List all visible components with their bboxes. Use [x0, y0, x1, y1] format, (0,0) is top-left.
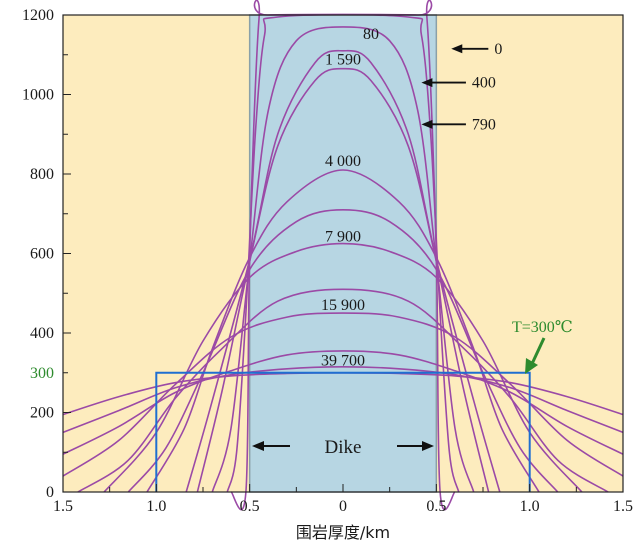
dike-zone: [248, 14, 438, 493]
arrow-label-0: 0: [494, 41, 502, 58]
dike-right-arrow-head: [422, 441, 434, 451]
y-tick-label-1000: 1000: [22, 87, 54, 104]
curve-unlabeled-12: [127, 208, 559, 493]
curve-unlabeled-11: [77, 288, 609, 493]
dike-annotation: Dike: [252, 437, 434, 458]
curve-15900: [62, 312, 624, 477]
curve-label-39700: 39 700: [321, 353, 365, 370]
y-tick-label-200: 200: [30, 405, 54, 422]
curve-labels: 801 590 4 000 7 900 15 900 39 700: [321, 26, 379, 370]
y-tick-label-1200: 1200: [22, 7, 54, 24]
threshold-arrow-shaft: [529, 337, 546, 367]
x-tick-label-2: 0.5: [240, 498, 260, 515]
curve-790: [185, 49, 501, 493]
arrow-head-790: [421, 119, 433, 129]
arrow-label-790: 790: [472, 116, 496, 133]
curve-label-1590: 1 590: [325, 52, 361, 69]
x-tick-label-6: 1.5: [613, 498, 633, 515]
arrow-label-400: 400: [472, 75, 496, 92]
curve-label-7900: 7 900: [325, 229, 361, 246]
x-tick-label-5: 1.0: [520, 498, 540, 515]
curve-1590: [196, 67, 490, 493]
x-tick-label-0: 1.5: [53, 498, 73, 515]
curve-400: [211, 26, 475, 493]
curve-4000: [146, 169, 540, 493]
threshold-annotation: T=300℃: [512, 319, 573, 374]
threshold-300-box: [155, 371, 531, 492]
x-tick-label-4: 0.5: [426, 498, 446, 515]
curve-7900: [103, 242, 583, 493]
y-tick-label-600: 600: [30, 246, 54, 263]
arrow-head-400: [421, 78, 433, 88]
dike-label: Dike: [325, 437, 362, 458]
y-tick-label-300: 300: [30, 365, 54, 382]
x-axis-label: 围岩厚度/km: [296, 523, 390, 542]
x-tick-label-1: 1.0: [146, 498, 166, 515]
curve-label-4000: 4 000: [325, 153, 361, 170]
arrow-annotations: 0 400 790: [421, 41, 502, 133]
threshold-label: T=300℃: [512, 319, 573, 336]
arrow-head-0: [451, 44, 463, 54]
x-axis: 1.5 1.0 0.5 0 0.5 1.0 1.5: [53, 484, 633, 515]
y-tick-label-400: 400: [30, 325, 54, 342]
curve-unlabeled-9: [62, 365, 624, 434]
y-axis: 0 200 300 400 600 800 1000 1200: [22, 7, 71, 501]
y-tick-label-800: 800: [30, 166, 54, 183]
threshold-arrow-head: [525, 358, 538, 374]
x-tick-label-3: 0: [339, 498, 347, 515]
dike-left-arrow-head: [252, 441, 264, 451]
curve-label-15900: 15 900: [321, 297, 365, 314]
curve-label-80: 80: [363, 26, 379, 43]
y-tick-label-0: 0: [46, 484, 54, 501]
